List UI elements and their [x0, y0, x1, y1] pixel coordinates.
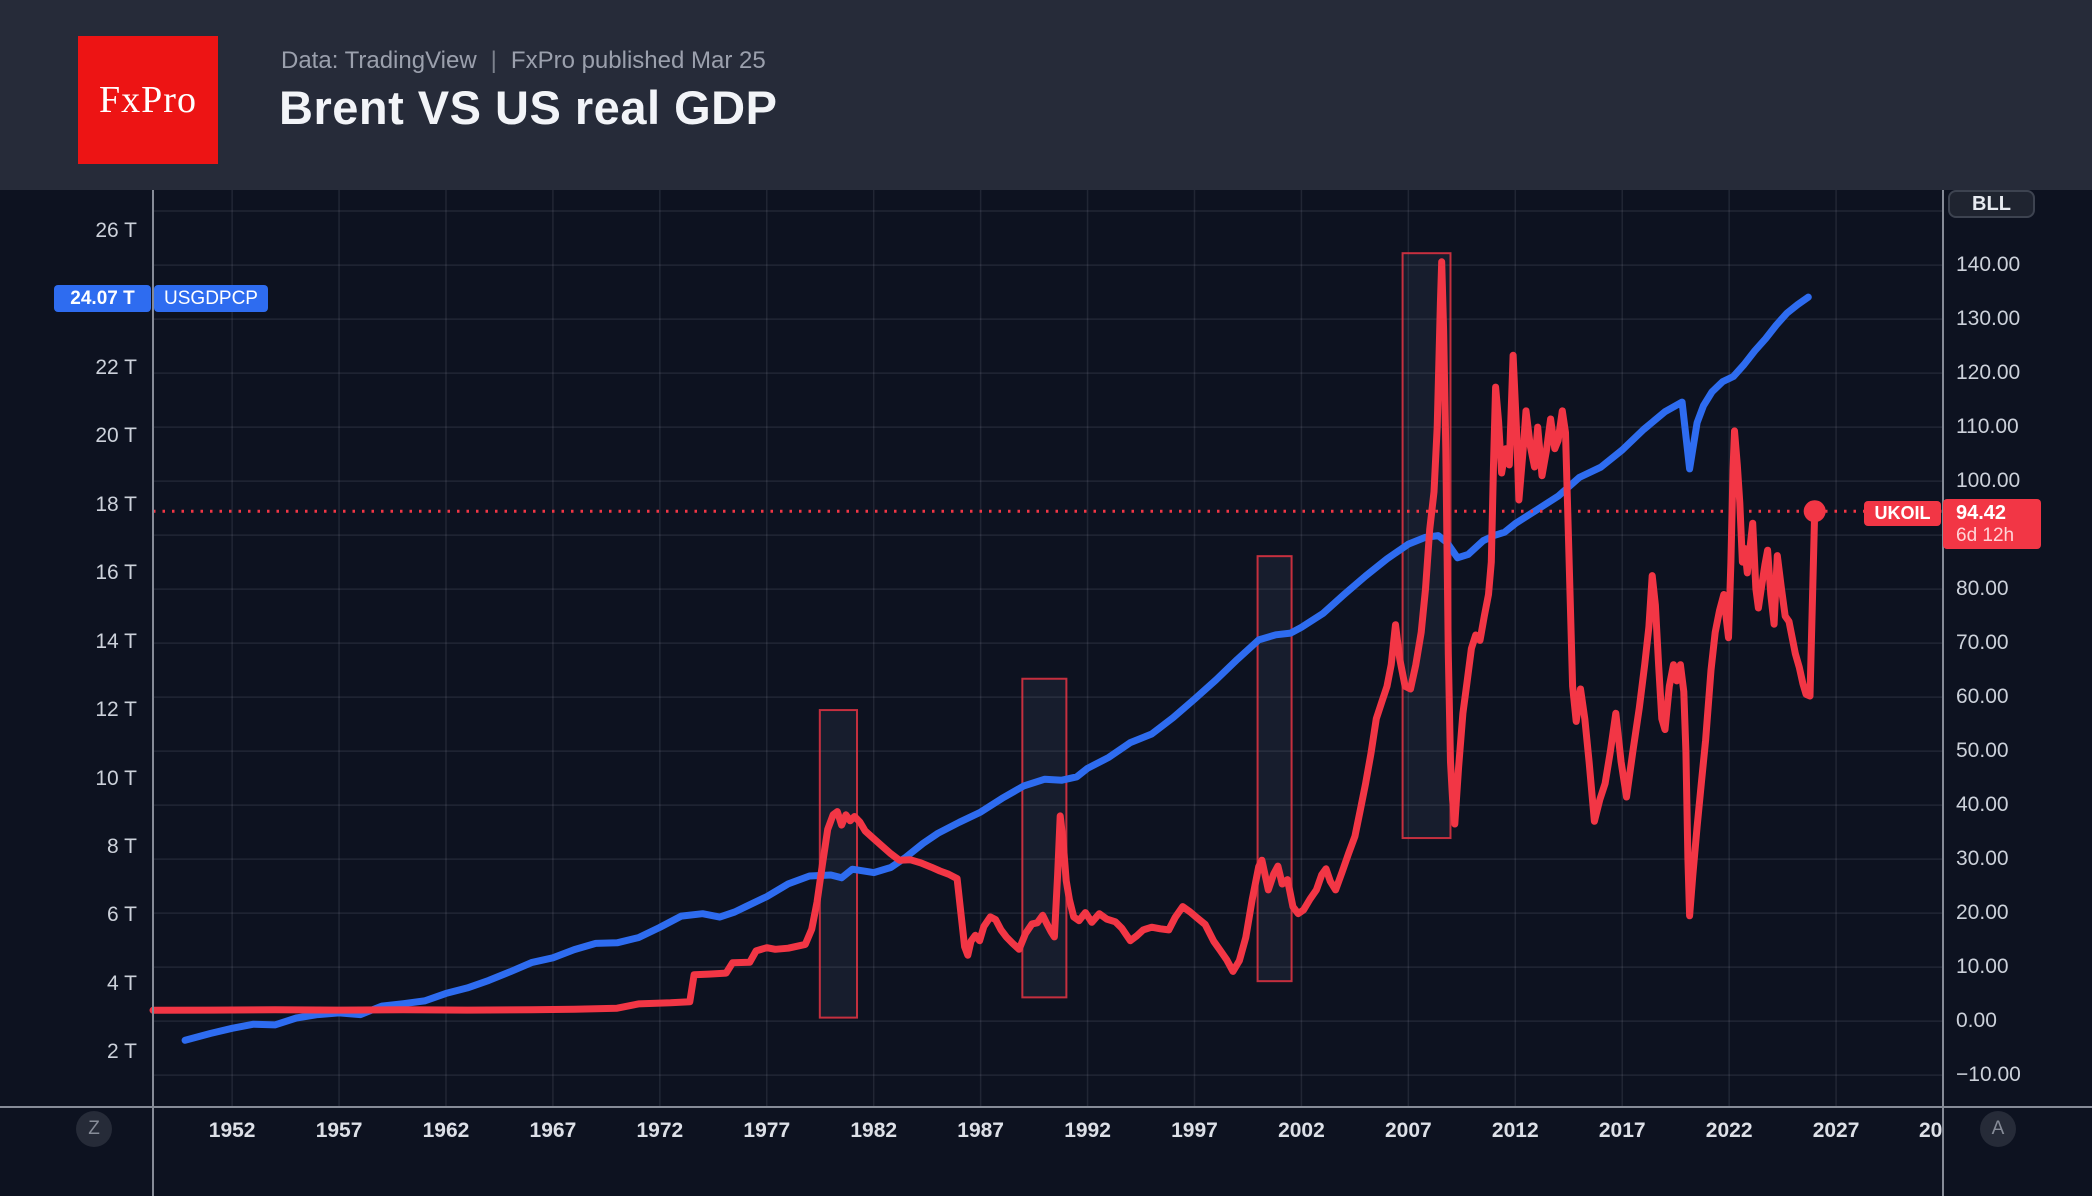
left-axis-tick: 16 T — [95, 561, 137, 585]
data-source-line: Data: TradingView | FxPro published Mar 25 — [281, 47, 766, 75]
right-axis-tick: 60.00 — [1956, 685, 2009, 709]
right-axis-tick: −10.00 — [1956, 1063, 2021, 1087]
gdp-line — [181, 293, 1812, 1044]
x-axis-tick: 2007 — [1384, 1119, 1432, 1142]
x-axis-tick-clipped: 20 — [1919, 1119, 1943, 1142]
left-axis-tick: 12 T — [95, 698, 137, 722]
right-axis-tick: 30.00 — [1956, 847, 2009, 871]
x-axis-tick: 1997 — [1171, 1119, 1218, 1142]
left-axis-tick: 26 T — [95, 219, 137, 243]
timezone-button[interactable]: Z — [76, 1111, 112, 1147]
right-axis-tick: 120.00 — [1956, 361, 2021, 385]
right-axis-tick: 70.00 — [1956, 631, 2009, 655]
right-axis-tick: 10.00 — [1956, 955, 2009, 979]
left-axis-tick: 18 T — [95, 492, 137, 516]
x-axis-tick: 2017 — [1598, 1119, 1646, 1142]
highlight-box — [1256, 555, 1293, 983]
left-axis-tick: 20 T — [95, 424, 137, 448]
right-axis-tick: 20.00 — [1956, 901, 2009, 925]
auto-scale-button[interactable]: A — [1980, 1111, 2016, 1147]
x-axis-tick: 1982 — [850, 1119, 898, 1142]
x-axis-tick: 1972 — [636, 1119, 684, 1142]
published-text: FxPro published Mar 25 — [510, 47, 766, 74]
right-axis-tick: 100.00 — [1956, 469, 2021, 493]
left-axis-tick: 2 T — [107, 1040, 137, 1064]
x-axis-tick: 1967 — [529, 1119, 577, 1142]
right-axis-tick: 50.00 — [1956, 739, 2009, 763]
gdp-series-tag: USGDPCP — [154, 285, 268, 312]
x-axis-tick: 1952 — [208, 1119, 256, 1142]
fxpro-logo: FxPro — [78, 36, 218, 164]
right-axis-tick: 130.00 — [1956, 307, 2021, 331]
oil-last-value-chip: 94.42 6d 12h — [1943, 499, 2041, 549]
left-axis-tick: 4 T — [107, 971, 137, 995]
right-axis-tick: 0.00 — [1956, 1009, 1997, 1033]
left-axis-tick: 22 T — [95, 355, 137, 379]
oil-line — [149, 258, 1819, 1014]
oil-series-tag: UKOIL — [1864, 501, 1941, 526]
x-axis-tick: 1987 — [957, 1119, 1004, 1142]
gdp-last-value-chip: 24.07 T — [54, 285, 151, 312]
page-title: Brent VS US real GDP — [279, 81, 778, 134]
header: FxPro Data: TradingView | FxPro published … — [0, 0, 2092, 190]
data-source-text: Data: TradingView — [281, 47, 477, 74]
right-axis-tick: 80.00 — [1956, 577, 2009, 601]
fxpro-logo-text: FxPro — [99, 79, 197, 121]
x-axis-tick: 2022 — [1705, 1119, 1753, 1142]
x-axis-tick: 1962 — [422, 1119, 470, 1142]
oil-last-price: 94.42 — [1956, 502, 2007, 524]
x-axis-tick: 1992 — [1064, 1119, 1111, 1142]
left-axis-tick: 8 T — [107, 834, 137, 858]
left-axis-tick: 14 T — [95, 629, 137, 653]
x-axis-tick: 2002 — [1278, 1119, 1325, 1142]
oil-countdown: 6d 12h — [1956, 525, 2015, 546]
oil-last-point-marker — [1803, 500, 1826, 523]
subtitle-separator: | — [490, 47, 497, 74]
right-axis-tick: 140.00 — [1956, 253, 2021, 277]
right-axis-tick: 40.00 — [1956, 793, 2009, 817]
left-axis-tick: 6 T — [107, 903, 137, 927]
x-axis-tick: 2027 — [1812, 1119, 1860, 1142]
x-axis-tick: 1957 — [315, 1119, 363, 1142]
right-axis-tick: 110.00 — [1956, 415, 2019, 439]
x-axis-tick: 1977 — [743, 1119, 791, 1142]
oil-unit-badge: BLL — [1948, 190, 2035, 218]
x-axis-tick: 2012 — [1491, 1119, 1539, 1142]
left-axis-tick: 10 T — [95, 766, 137, 790]
